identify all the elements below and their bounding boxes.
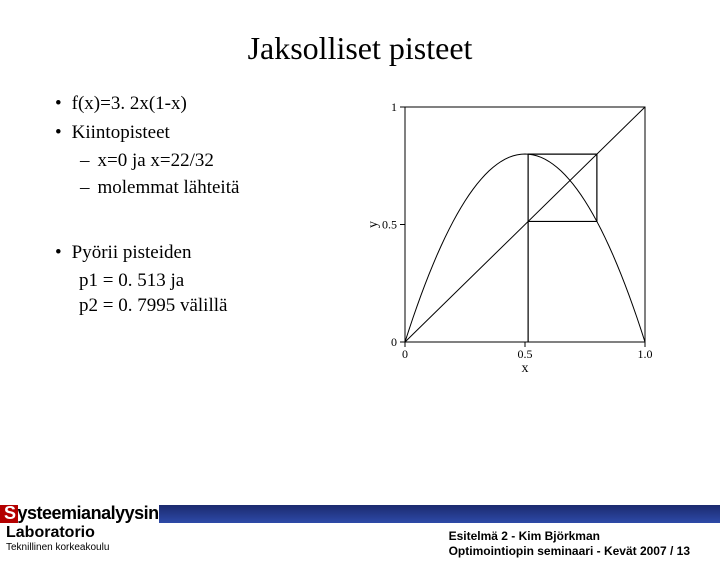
bullet-item: • Kiintopisteet (55, 121, 355, 146)
svg-text:0: 0 (402, 347, 408, 361)
bullet-item: • Pyörii pisteiden (55, 241, 355, 266)
footer-brand-bar: Systeemianalyysin (0, 505, 720, 523)
lab-block: Laboratorio Teknillinen korkeakoulu (6, 525, 109, 560)
citation-block: Esitelmä 2 - Kim Björkman Optimointiopin… (449, 525, 690, 560)
bullet-continuation: p1 = 0. 513 ja (79, 269, 355, 294)
lab-name: Laboratorio (6, 525, 109, 541)
svg-text:1: 1 (391, 100, 397, 114)
svg-text:x: x (522, 361, 529, 376)
bullet-text: Pyörii pisteiden (72, 241, 192, 266)
cobweb-chart: 0 0.5 1.0 x 0 0.5 1 y (365, 97, 655, 377)
brand-first-letter: S (0, 505, 18, 523)
bullet-group-1: • f(x)=3. 2x(1-x) • Kiintopisteet – x=0 … (55, 92, 355, 201)
footer-blue-bar (159, 505, 720, 523)
sub-bullet-text: molemmat lähteitä (98, 176, 240, 201)
bullets-column: • f(x)=3. 2x(1-x) • Kiintopisteet – x=0 … (55, 92, 355, 377)
bullet-continuation: p2 = 0. 7995 välillä (79, 294, 355, 319)
dash-icon: – (80, 176, 90, 201)
university-name: Teknillinen korkeakoulu (6, 542, 109, 553)
bullet-dot-icon: • (55, 241, 62, 266)
svg-text:y: y (366, 221, 381, 228)
dash-icon: – (80, 149, 90, 174)
footer-lower: Laboratorio Teknillinen korkeakoulu Esit… (0, 523, 720, 570)
bullet-dot-icon: • (55, 121, 62, 146)
sub-bullet-item: – molemmat lähteitä (80, 176, 355, 201)
svg-text:0: 0 (391, 335, 397, 349)
brand-rest: ysteemianalyysin (18, 505, 159, 523)
page-title: Jaksolliset pisteet (0, 30, 720, 67)
cite-line-1: Esitelmä 2 - Kim Björkman (449, 529, 690, 545)
svg-text:0.5: 0.5 (382, 218, 397, 232)
content-area: • f(x)=3. 2x(1-x) • Kiintopisteet – x=0 … (0, 92, 720, 377)
bullet-group-2: • Pyörii pisteiden p1 = 0. 513 ja p2 = 0… (55, 241, 355, 319)
bullet-item: • f(x)=3. 2x(1-x) (55, 92, 355, 117)
chart-wrap: 0 0.5 1.0 x 0 0.5 1 y (355, 92, 680, 377)
bullet-dot-icon: • (55, 92, 62, 117)
bullet-text: Kiintopisteet (72, 121, 170, 146)
sub-bullet-item: – x=0 ja x=22/32 (80, 149, 355, 174)
bullet-text: f(x)=3. 2x(1-x) (72, 92, 187, 117)
cite-line-2: Optimointiopin seminaari - Kevät 2007 / … (449, 544, 690, 560)
footer: Systeemianalyysin Laboratorio Teknilline… (0, 505, 720, 570)
sub-bullet-text: x=0 ja x=22/32 (98, 149, 214, 174)
svg-text:0.5: 0.5 (518, 347, 533, 361)
svg-text:1.0: 1.0 (638, 347, 653, 361)
